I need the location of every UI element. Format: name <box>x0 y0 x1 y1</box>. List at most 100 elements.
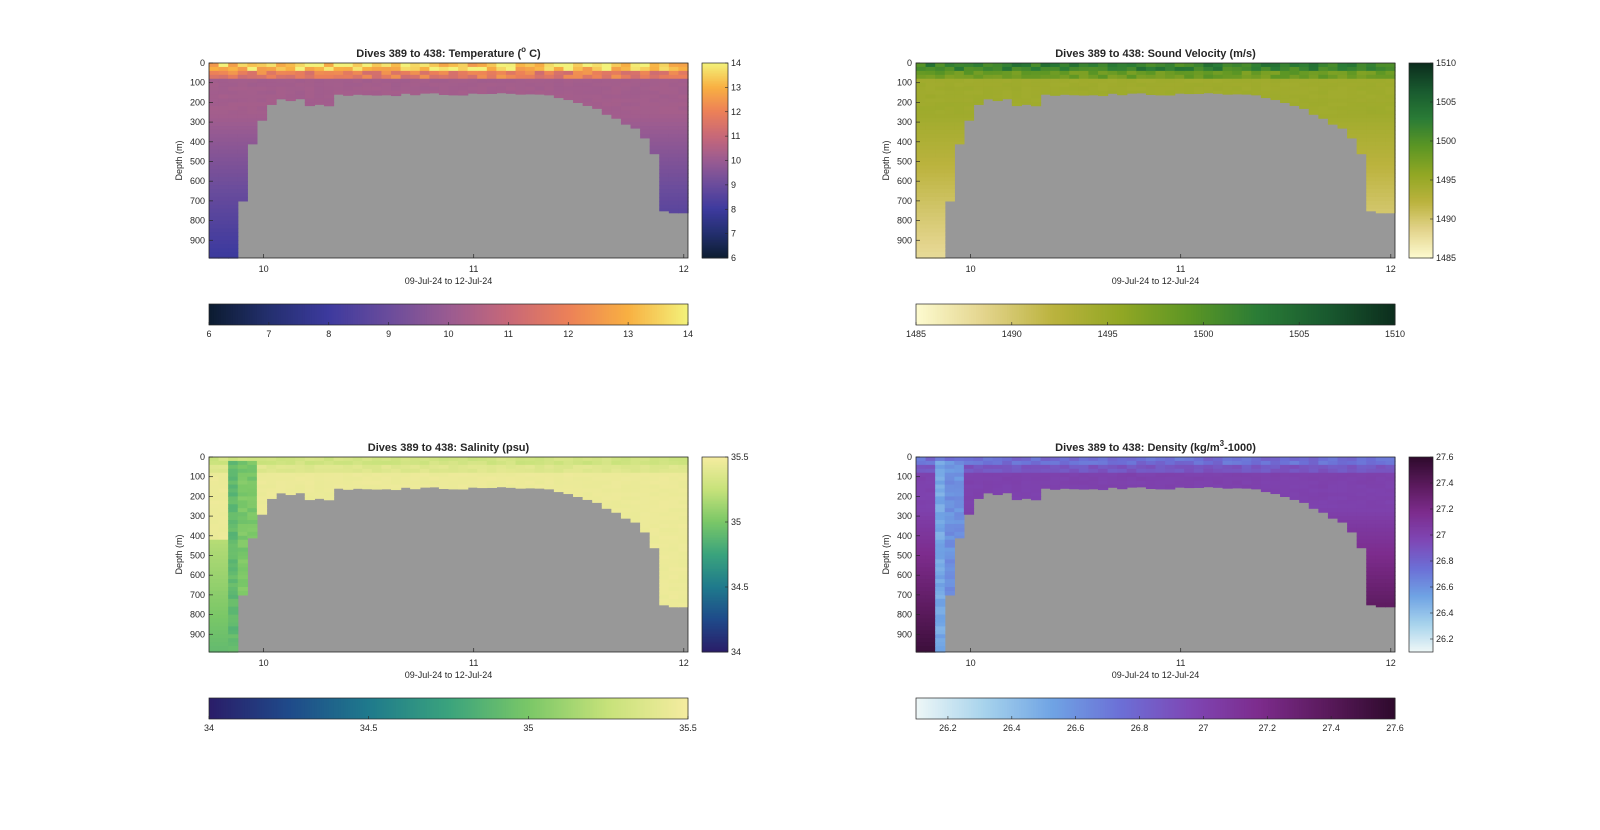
heatmap-cell <box>515 90 526 95</box>
heatmap-cell <box>1327 118 1339 123</box>
panel-title-main: Dives 389 to 438: Sound Velocity (m/s) <box>1055 48 1256 60</box>
heatmap-cell <box>582 464 593 470</box>
heatmap-cell <box>925 256 936 259</box>
colorbar-segment <box>455 698 459 719</box>
heatmap-cell <box>228 236 239 241</box>
panel-title-end: C) <box>526 48 541 60</box>
colorbar-segment <box>1409 541 1433 544</box>
heatmap-cell <box>973 492 984 497</box>
heatmap-cell <box>218 535 229 541</box>
colorbar-segment <box>1409 522 1433 525</box>
heatmap-cell <box>458 86 469 92</box>
heatmap-cell <box>314 74 325 80</box>
heatmap-cell <box>1375 200 1387 206</box>
heatmap-cell <box>486 90 497 94</box>
heatmap-cell <box>944 468 955 474</box>
heatmap-cells <box>916 63 1396 259</box>
colorbar-segment <box>1215 304 1219 325</box>
heatmap-cell <box>247 520 258 525</box>
colorbar-segment <box>702 541 728 544</box>
heatmap-cell <box>954 74 965 80</box>
heatmap-cell <box>1375 181 1387 186</box>
colorbar-segment <box>1181 698 1185 719</box>
heatmap-cell <box>1375 484 1387 490</box>
colorbar-segment <box>920 698 924 719</box>
heatmap-cell <box>218 216 229 222</box>
colorbar-segment <box>1093 304 1097 325</box>
heatmap-cell <box>1145 82 1157 88</box>
heatmap-cell <box>1193 457 1204 462</box>
colorbar-segment <box>702 181 728 184</box>
colorbar-segment <box>702 643 728 646</box>
heatmap-cell <box>1126 468 1137 474</box>
heatmap-cell <box>323 472 335 478</box>
heatmap-cell <box>1193 66 1204 72</box>
heatmap-cell <box>925 149 936 155</box>
colorbar-segment <box>702 90 728 93</box>
colorbar-segment <box>1301 698 1305 719</box>
heatmap-cell <box>640 118 651 123</box>
heatmap-cell <box>209 70 220 76</box>
heatmap-cell <box>237 63 248 68</box>
colorbar-segment <box>702 502 728 505</box>
colorbar-segment <box>573 698 576 719</box>
heatmap-cell <box>1011 82 1022 88</box>
colorbar-segment <box>702 178 728 181</box>
heatmap-cell <box>228 129 239 135</box>
colorbar-segment <box>326 304 330 325</box>
heatmap-cell <box>1241 480 1252 486</box>
heatmap-cell <box>343 468 354 474</box>
heatmap-cell <box>1212 472 1224 478</box>
heatmap-cell <box>1347 508 1358 513</box>
heatmap-cell <box>1184 460 1195 466</box>
heatmap-cell <box>209 567 220 572</box>
heatmap-cell <box>640 86 651 92</box>
heatmap-cell <box>1385 583 1396 588</box>
colorbar-segment <box>601 698 605 719</box>
colorbar-segment <box>546 698 550 719</box>
y-tick-label: 100 <box>897 78 912 88</box>
colorbar-segment <box>1409 515 1433 518</box>
heatmap-cell <box>1366 602 1377 606</box>
heatmap-cell <box>659 149 670 155</box>
heatmap-cell <box>925 193 936 198</box>
colorbar-segment <box>1246 698 1250 719</box>
heatmap-cell <box>323 457 335 462</box>
heatmap-cell <box>218 169 229 174</box>
heatmap-cell <box>1011 78 1022 84</box>
heatmap-cell <box>954 531 965 537</box>
colorbar-segment <box>1409 183 1433 186</box>
heatmap-cell <box>1002 98 1013 100</box>
heatmap-cell <box>1347 94 1358 100</box>
heatmap-cell <box>620 118 632 123</box>
panel-title: Dives 389 to 438: Temperature (o C) <box>356 45 541 60</box>
heatmap-cell <box>1347 82 1358 88</box>
heatmap-cell <box>209 626 220 631</box>
heatmap-cell <box>209 126 220 131</box>
heatmap-cell <box>467 472 478 478</box>
heatmap-cell <box>314 86 325 92</box>
heatmap-cell <box>467 484 478 488</box>
heatmap-cell <box>486 472 497 478</box>
heatmap-cell <box>448 460 459 466</box>
heatmap-cell <box>323 63 335 68</box>
colorbar-tick-label: 26.4 <box>1436 608 1454 618</box>
heatmap-cell <box>295 476 306 482</box>
x-axis-label: 09-Jul-24 to 12-Jul-24 <box>1112 276 1200 286</box>
heatmap-cell <box>925 98 936 103</box>
colorbar-segment <box>407 698 411 719</box>
heatmap-cell <box>534 460 545 466</box>
heatmap-cell <box>1318 472 1329 478</box>
heatmap-cell <box>362 472 373 478</box>
heatmap-cell <box>1385 133 1396 139</box>
colorbar-segment <box>1409 528 1433 531</box>
heatmap-cell <box>963 472 975 478</box>
colorbar-segment <box>522 698 526 719</box>
heatmap-cell <box>582 488 593 494</box>
colorbar-segment <box>350 304 354 325</box>
colorbar-segment <box>1174 304 1178 325</box>
colorbar-segment <box>1409 549 1433 552</box>
colorbar-segment <box>264 698 267 719</box>
colorbar-segment <box>1136 304 1140 325</box>
